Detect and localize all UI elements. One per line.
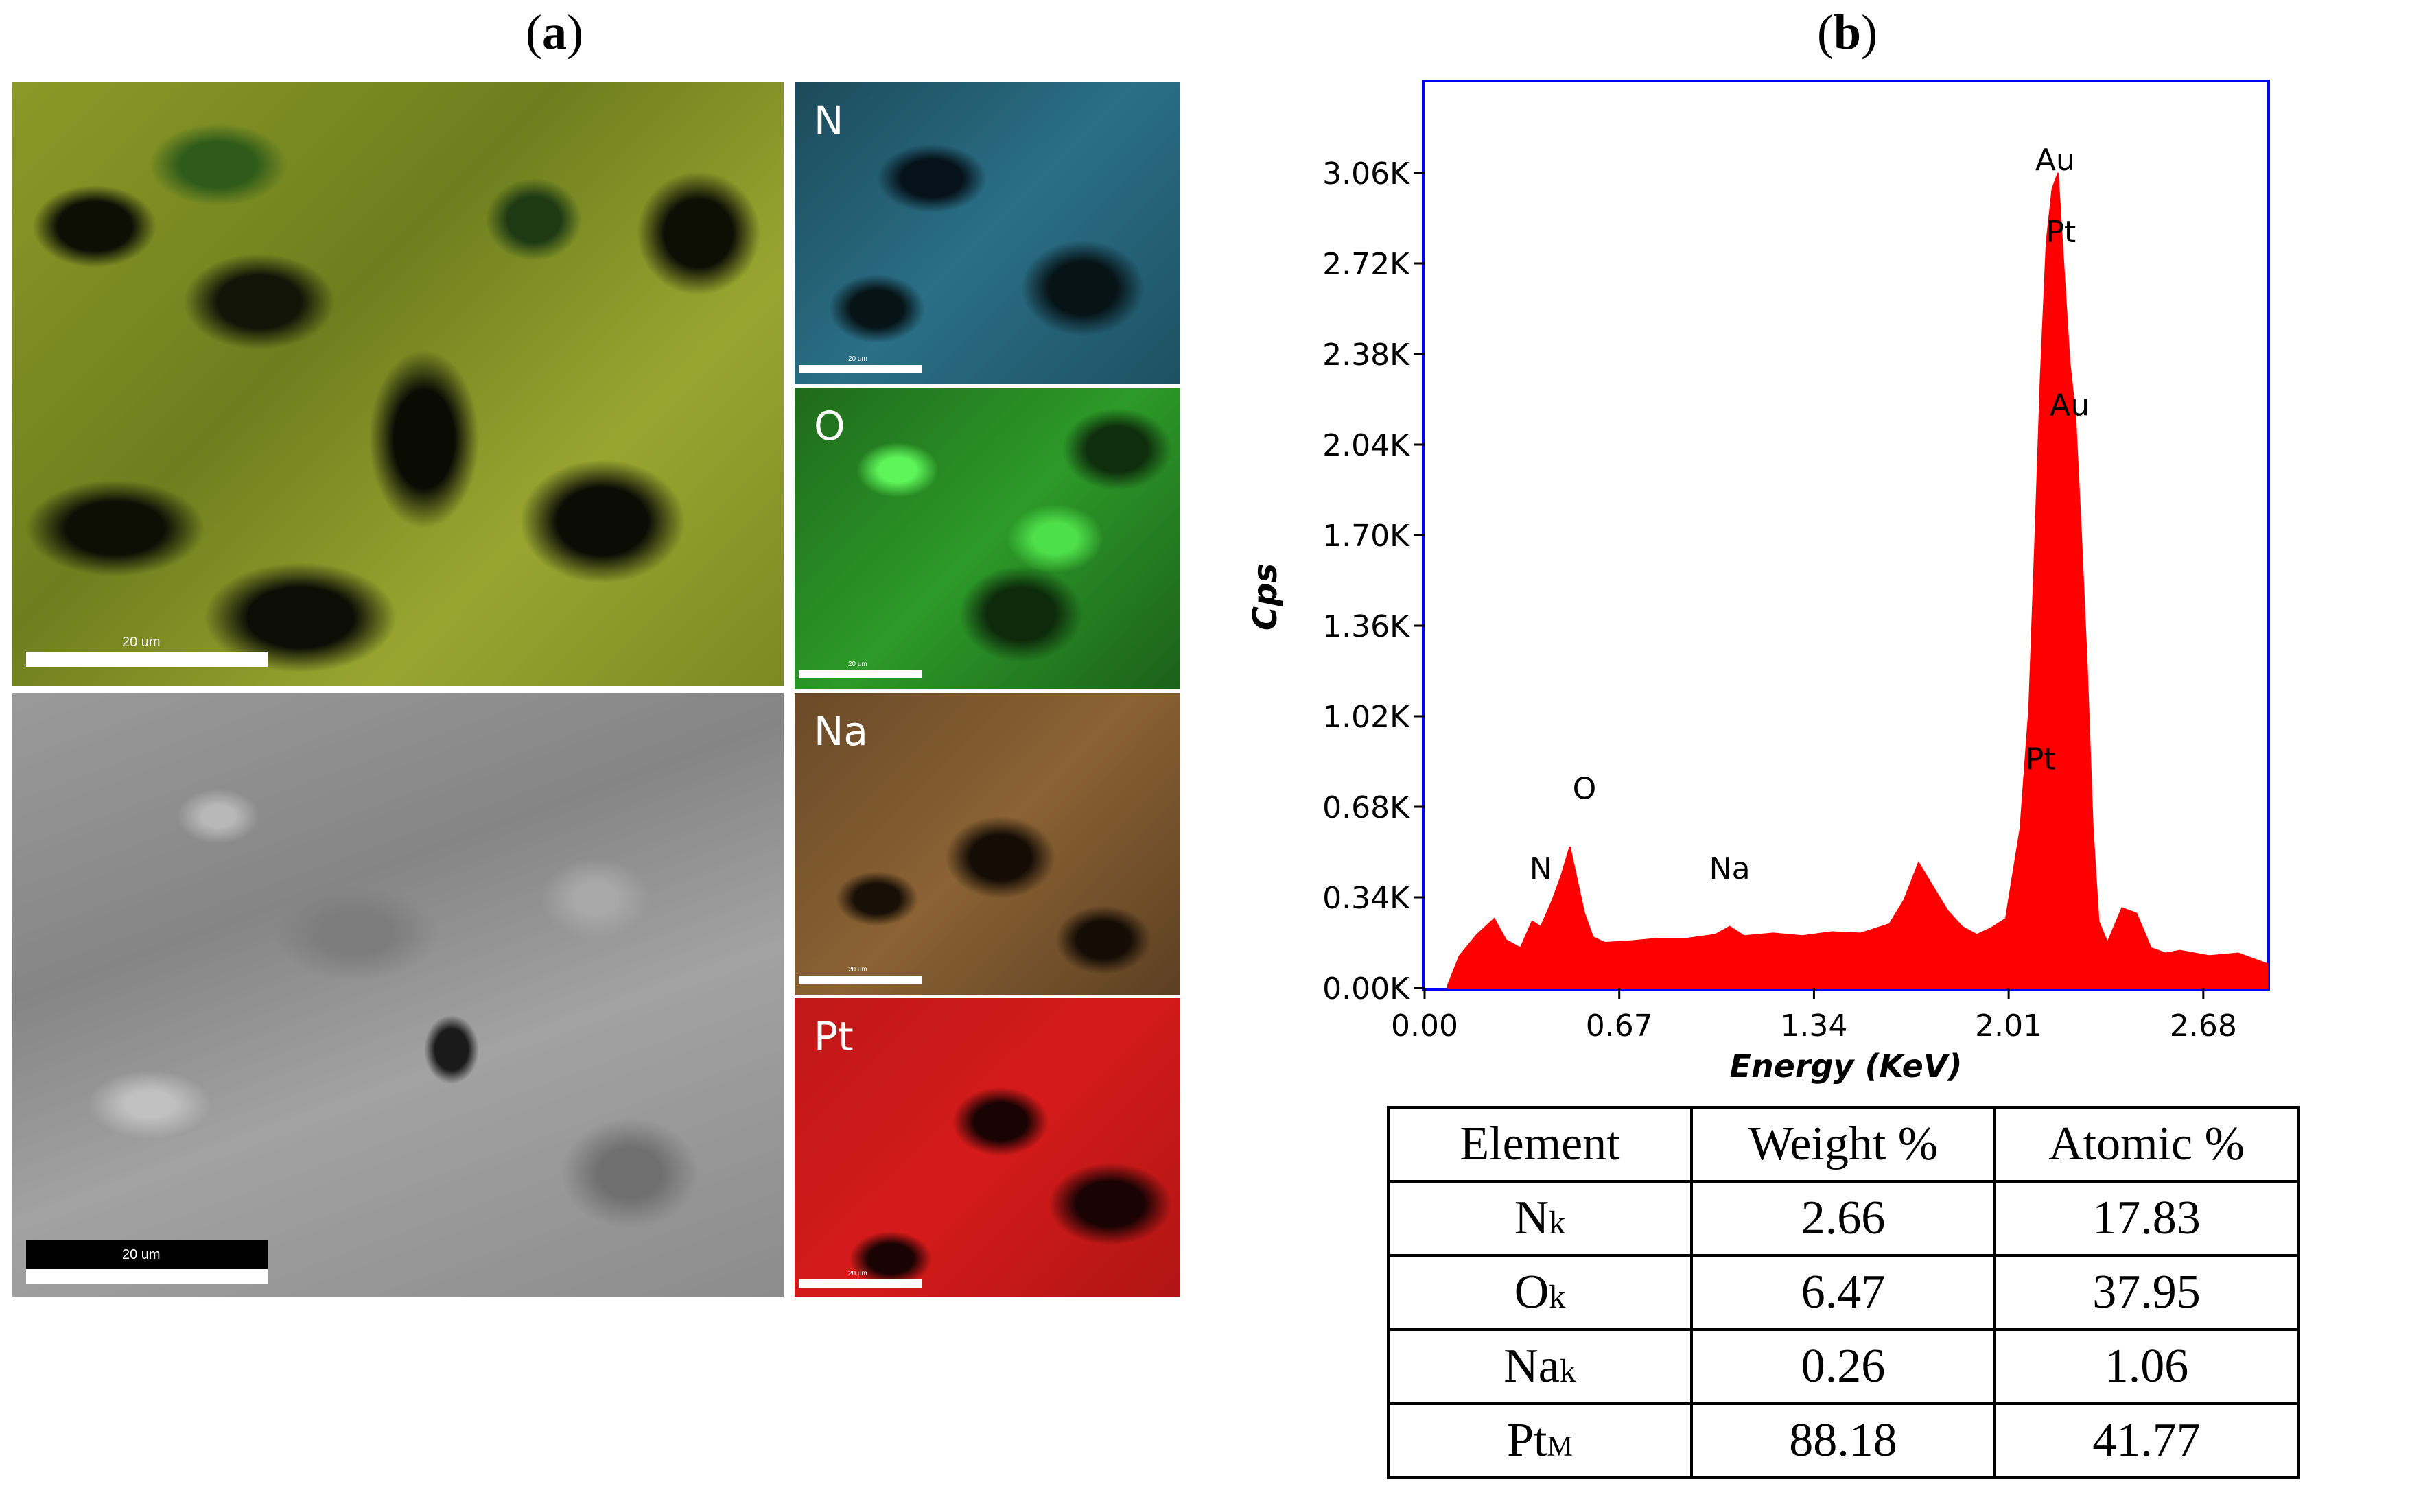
cell-element: Nk (1387, 1180, 1693, 1257)
large-map-scalebar-text: 20 um (122, 635, 161, 650)
x-axis-title: Energy (KeV) (1730, 1048, 1963, 1085)
y-tick-label: 1.02K (1322, 700, 1410, 735)
cell-atomic: 37.95 (1993, 1254, 2300, 1331)
peak-label: N (1530, 851, 1552, 886)
cell-element: Ok (1387, 1254, 1693, 1331)
cell-atomic: 17.83 (1993, 1180, 2300, 1257)
peak-label: Au (2050, 388, 2090, 423)
peak-label: Na (1709, 851, 1751, 886)
cell-weight: 88.18 (1690, 1402, 1996, 1479)
map-na-scalebar (799, 976, 922, 984)
header-weight: Weight % (1690, 1106, 1996, 1183)
map-n-scalebar (799, 365, 922, 373)
y-tick-label: 0.68K (1322, 790, 1410, 825)
sem-scalebar (26, 1269, 268, 1284)
map-o-scalebar-text: 20 um (848, 661, 867, 668)
map-pt-scalebar (799, 1279, 922, 1288)
cell-element: Nak (1387, 1328, 1693, 1405)
peak-label: O (1573, 771, 1597, 806)
cell-atomic: 1.06 (1993, 1328, 2300, 1405)
x-tick-label: 2.01 (1975, 1008, 2042, 1043)
map-o: O 20 um (795, 388, 1180, 689)
cell-weight: 0.26 (1690, 1328, 1996, 1405)
y-tick-label: 3.06K (1322, 156, 1410, 191)
table-row: Nak 0.26 1.06 (1387, 1328, 2300, 1405)
y-tick-label: 1.70K (1322, 519, 1410, 554)
table-row: Ok 6.47 37.95 (1387, 1254, 2300, 1331)
peak-label: Pt (2026, 742, 2056, 777)
cell-weight: 6.47 (1690, 1254, 1996, 1331)
y-tick-label: 2.72K (1322, 247, 1410, 282)
map-na: Na 20 um (795, 693, 1180, 995)
eds-spectrum-chart: 0.00K 0.34K 0.68K 1.02K 1.36K 1.70K 2.04K 2.38K… (1246, 80, 2270, 1085)
header-element: Element (1387, 1106, 1693, 1183)
map-pt: Pt 20 um (795, 998, 1180, 1297)
x-tick-label: 0.67 (1586, 1008, 1653, 1043)
y-tick-label: 0.00K (1322, 971, 1410, 1006)
x-tick-label: 1.34 (1780, 1008, 1847, 1043)
map-na-label: Na (814, 708, 868, 755)
y-tick-label: 1.36K (1322, 609, 1410, 644)
composition-table: Element Weight % Atomic % Nk 2.66 17.83 … (1387, 1106, 2300, 1479)
y-tick-label: 2.04K (1322, 428, 1410, 463)
panel-b-label: (b) (1816, 5, 1877, 60)
cell-weight: 2.66 (1690, 1180, 1996, 1257)
map-pt-label: Pt (814, 1013, 854, 1060)
composite-overlay-map: 20 um (12, 82, 784, 686)
map-pt-scalebar-text: 20 um (848, 1270, 867, 1277)
map-n-scalebar-text: 20 um (848, 355, 867, 363)
map-o-scalebar (799, 670, 922, 678)
sem-image: 20 um (12, 693, 784, 1297)
map-na-scalebar-text: 20 um (848, 966, 867, 973)
plot-frame (1422, 80, 2270, 991)
header-atomic: Atomic % (1993, 1106, 2300, 1183)
map-o-label: O (814, 403, 845, 449)
table-row: Nk 2.66 17.83 (1387, 1180, 2300, 1257)
x-tick-label: 2.68 (2170, 1008, 2237, 1043)
map-n: N 20 um (795, 82, 1180, 384)
large-map-scalebar (26, 652, 268, 667)
panel-a-label: (a) (526, 5, 583, 60)
table-header-row: Element Weight % Atomic % (1387, 1106, 2300, 1183)
spectrum-area (1447, 172, 2268, 989)
sem-scalebar-text: 20 um (122, 1247, 161, 1262)
map-n-label: N (814, 97, 844, 144)
y-tick-label: 2.38K (1322, 338, 1410, 373)
y-tick-label: 0.34K (1322, 881, 1410, 916)
peak-label: Au (2035, 143, 2075, 178)
y-axis-title: Cps (1246, 563, 1285, 630)
table-row: PtM 88.18 41.77 (1387, 1402, 2300, 1479)
x-tick-label: 0.00 (1391, 1008, 1458, 1043)
cell-atomic: 41.77 (1993, 1402, 2300, 1479)
peak-label: Pt (2046, 215, 2076, 250)
cell-element: PtM (1387, 1402, 1693, 1479)
